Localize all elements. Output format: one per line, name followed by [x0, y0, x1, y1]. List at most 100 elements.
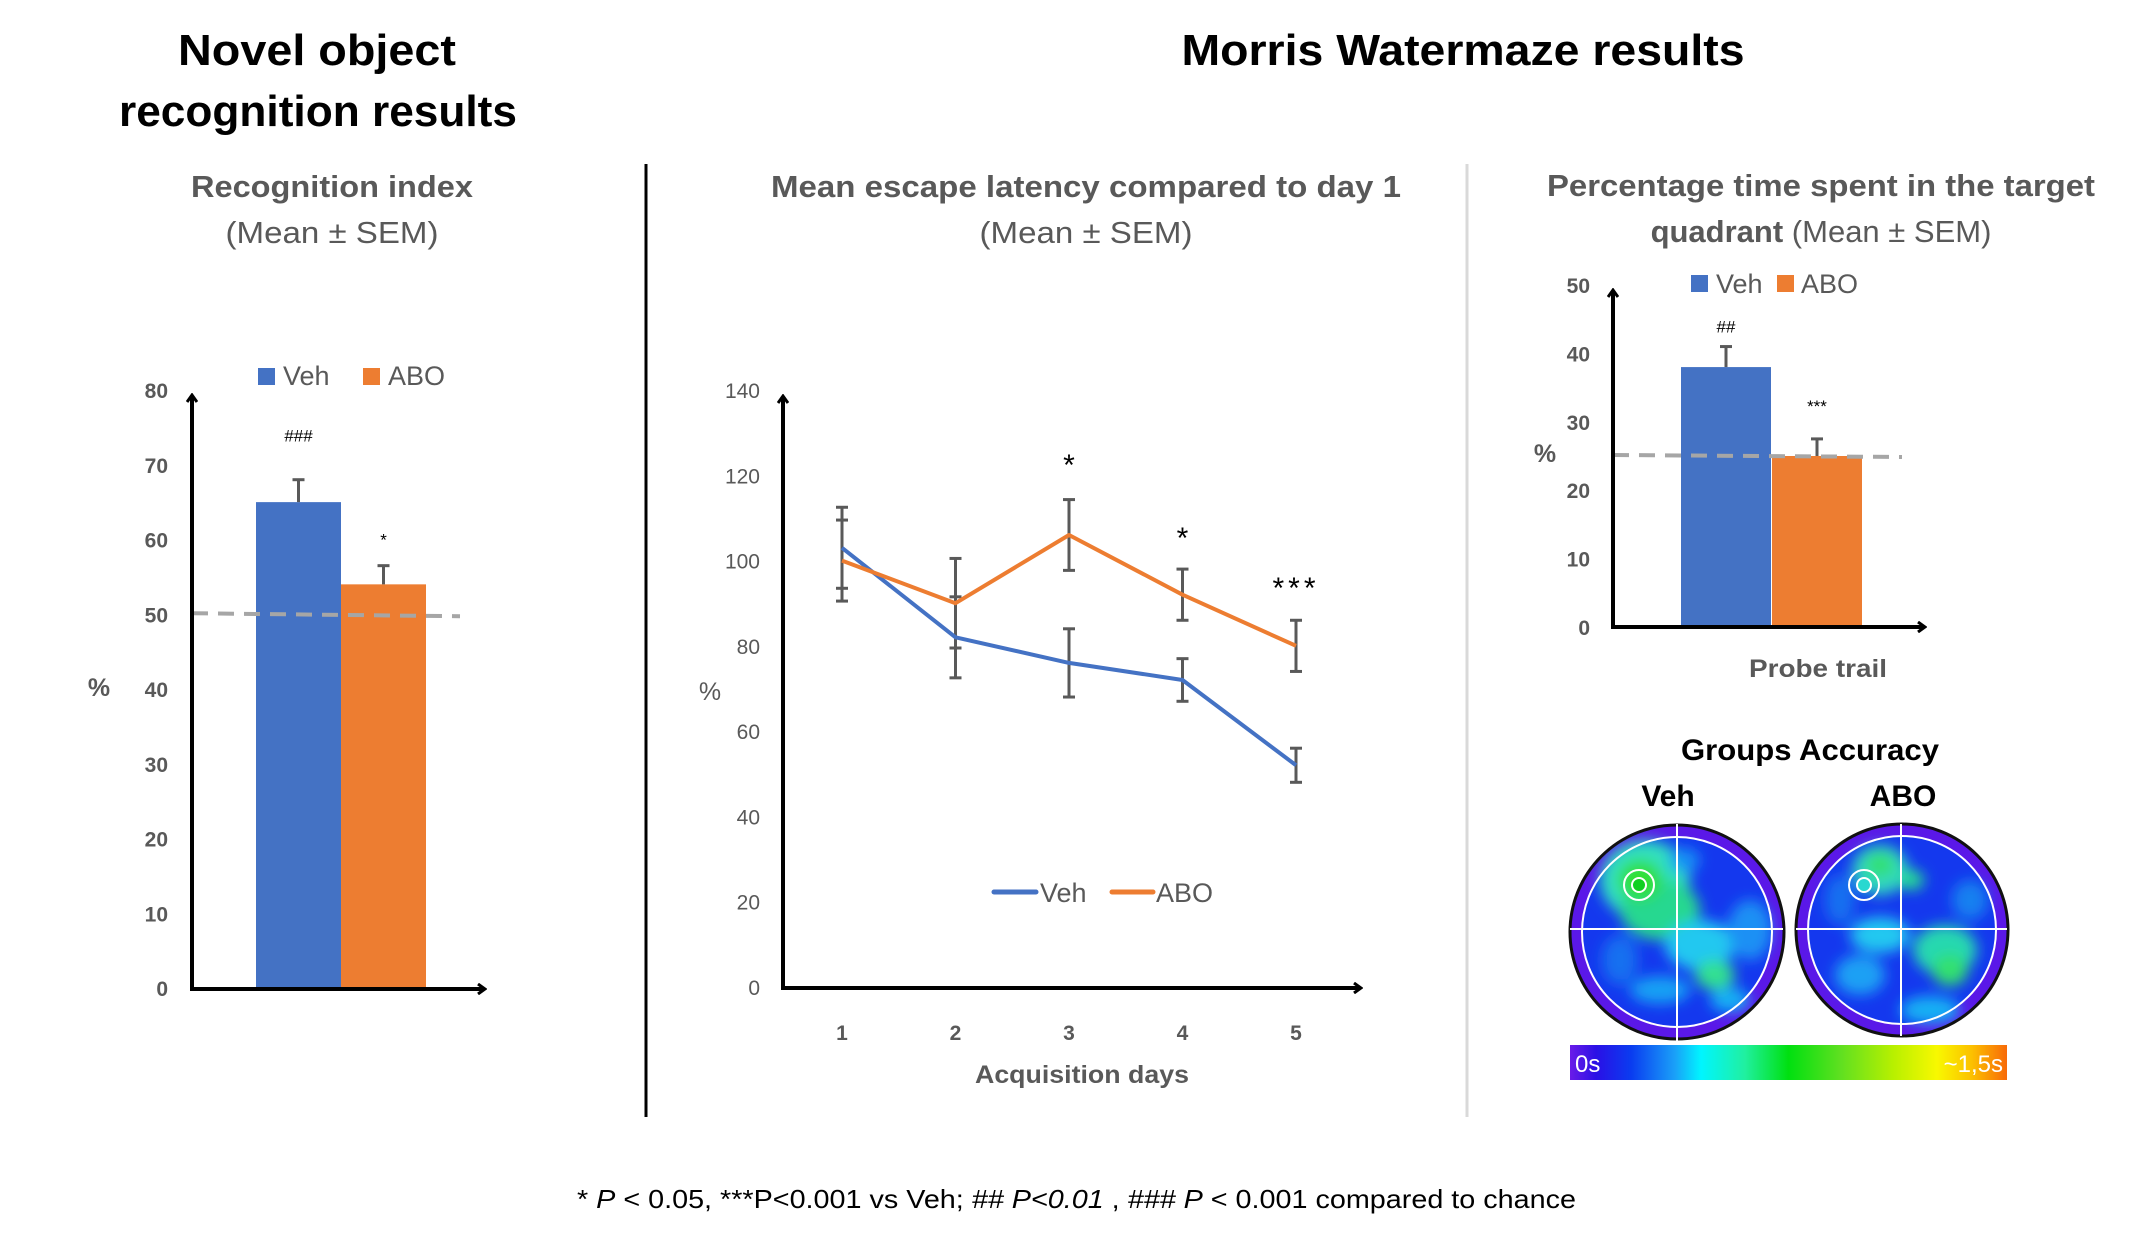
- heatmap-colorbar: 0s ~1,5s: [1570, 1045, 2007, 1080]
- chart3-title-mean-sem: (Mean ± SEM): [1783, 214, 1991, 249]
- x-tick-label: 3: [1063, 1022, 1075, 1045]
- y-tick-label: 40: [737, 806, 760, 829]
- y-tick-label: 70: [145, 455, 168, 478]
- mwm-title: Morris Watermaze results: [1182, 26, 1745, 75]
- bar-abo: [341, 584, 426, 988]
- y-tick-label: 140: [725, 380, 760, 403]
- footnote-chance: < 0.001 compared to chance: [1203, 1184, 1576, 1214]
- chart1-legend: Veh ABO: [258, 361, 445, 391]
- chart3-title-line1: Percentage time spent in the target: [1547, 168, 2095, 203]
- significance-marker: ***: [1272, 572, 1319, 605]
- y-tick-label: 0: [748, 977, 760, 1000]
- footnote: * P < 0.05, ***P<0.001 vs Veh; ## P<0.01…: [577, 1184, 1576, 1214]
- chart2-x-ticks: 1 2 3 4 5: [836, 1022, 1302, 1045]
- escape-latency-chart: Mean escape latency compared to day 1 (M…: [699, 169, 1401, 1089]
- footnote-p2: ## P<0.01: [972, 1184, 1104, 1214]
- chart3-legend: Veh ABO: [1691, 269, 1858, 299]
- chart1-subtitle: (Mean ± SEM): [226, 215, 439, 250]
- chart3-y-ticks: 0 10 20 30 40 50: [1567, 275, 1590, 640]
- x-tick-label: 2: [950, 1022, 962, 1045]
- legend-label-abo: ABO: [388, 361, 445, 391]
- legend-swatch-veh: [258, 368, 275, 385]
- y-tick-label: 30: [1567, 412, 1590, 435]
- significance-marker: *: [1063, 449, 1075, 482]
- y-tick-label: 80: [737, 636, 760, 659]
- y-tick-label: 40: [145, 679, 168, 702]
- legend-label-veh: Veh: [1716, 269, 1763, 299]
- y-tick-label: 20: [737, 892, 760, 915]
- chart2-series: [836, 498, 1302, 784]
- footnote-vs-veh: < 0.05, ***P<0.001 vs Veh;: [615, 1184, 971, 1214]
- significance-marker: *: [1177, 522, 1189, 555]
- y-tick-label: 20: [1567, 480, 1590, 503]
- colorbar-max-label: ~1,5s: [1944, 1051, 2003, 1078]
- y-tick-label: 100: [725, 551, 760, 574]
- legend-label-abo: ABO: [1801, 269, 1858, 299]
- footnote-p1: P: [596, 1184, 616, 1214]
- chart2-title: Mean escape latency compared to day 1: [771, 169, 1401, 204]
- chart1-bars: ### *: [191, 427, 461, 988]
- recognition-index-chart: Recognition index (Mean ± SEM) 0 10 20 30 40…: [88, 169, 484, 1001]
- chart1-y-label: %: [88, 674, 110, 702]
- heatmap-abo: [1794, 822, 2010, 1038]
- y-tick-label: 10: [1567, 549, 1590, 572]
- nor-title-line1: Novel object: [178, 26, 456, 75]
- y-tick-label: 10: [145, 903, 168, 926]
- legend-label-veh: Veh: [1040, 878, 1087, 908]
- chart3-title-quadrant: quadrant: [1651, 214, 1784, 249]
- legend-label-veh: Veh: [283, 361, 330, 391]
- target-quadrant-chart: Percentage time spent in the target quad…: [1534, 168, 2095, 683]
- significance-marker: ***: [1807, 397, 1827, 416]
- chance-line: [191, 611, 461, 619]
- bar-veh: [256, 502, 341, 988]
- y-tick-label: 0: [156, 978, 168, 1001]
- significance-marker: ###: [284, 427, 313, 446]
- significance-marker: *: [380, 531, 387, 550]
- chart2-annotations: *****: [1063, 449, 1319, 605]
- legend-swatch-veh: [1691, 275, 1708, 292]
- x-tick-label: 1: [836, 1022, 848, 1045]
- legend-swatch-abo: [363, 368, 380, 385]
- significance-marker: ##: [1717, 318, 1736, 337]
- y-tick-label: 50: [145, 604, 168, 627]
- footnote-sep: ,: [1104, 1184, 1128, 1214]
- chart2-x-label: Acquisition days: [975, 1061, 1189, 1089]
- y-tick-label: 120: [725, 465, 760, 488]
- chart1-title: Recognition index: [191, 169, 474, 204]
- x-tick-label: 4: [1177, 1022, 1189, 1045]
- y-tick-label: 40: [1567, 343, 1590, 366]
- bar-veh: [1681, 367, 1771, 627]
- heatmap-title: Groups Accuracy: [1681, 734, 1939, 767]
- nor-title-line2: recognition results: [119, 87, 517, 136]
- legend-swatch-abo: [1777, 275, 1794, 292]
- chart1-y-ticks: 0 10 20 30 40 50 60 70 80: [145, 380, 168, 1001]
- footnote-p3: P: [1184, 1184, 1204, 1214]
- chart2-y-label: %: [699, 678, 721, 706]
- y-tick-label: 60: [737, 721, 760, 744]
- chart3-bars: ## ***: [1612, 318, 1903, 627]
- x-tick-label: 5: [1290, 1022, 1302, 1045]
- chart3-y-label: %: [1534, 440, 1556, 468]
- colorbar-min-label: 0s: [1575, 1051, 1600, 1078]
- y-tick-label: 0: [1578, 617, 1590, 640]
- chart3-x-label: Probe trail: [1749, 655, 1887, 683]
- heatmap-label-abo: ABO: [1870, 780, 1937, 813]
- chance-line: [1612, 453, 1903, 459]
- chart2-legend: Veh ABO: [991, 878, 1213, 908]
- y-tick-label: 50: [1567, 275, 1590, 298]
- legend-label-abo: ABO: [1156, 878, 1213, 908]
- platform-marker-veh: [1623, 869, 1655, 901]
- footnote-hash3: ###: [1128, 1184, 1184, 1214]
- chart3-title-line2: quadrant (Mean ± SEM): [1651, 214, 1992, 249]
- y-tick-label: 20: [145, 829, 168, 852]
- y-tick-label: 30: [145, 754, 168, 777]
- chart2-subtitle: (Mean ± SEM): [980, 215, 1193, 250]
- y-tick-label: 80: [145, 380, 168, 403]
- bar-abo: [1772, 456, 1862, 627]
- groups-accuracy-panel: Groups Accuracy Veh ABO: [1568, 734, 2010, 1080]
- footnote-star: *: [577, 1184, 596, 1214]
- platform-marker-abo: [1848, 869, 1880, 901]
- heatmap-label-veh: Veh: [1641, 780, 1694, 813]
- y-tick-label: 60: [145, 530, 168, 553]
